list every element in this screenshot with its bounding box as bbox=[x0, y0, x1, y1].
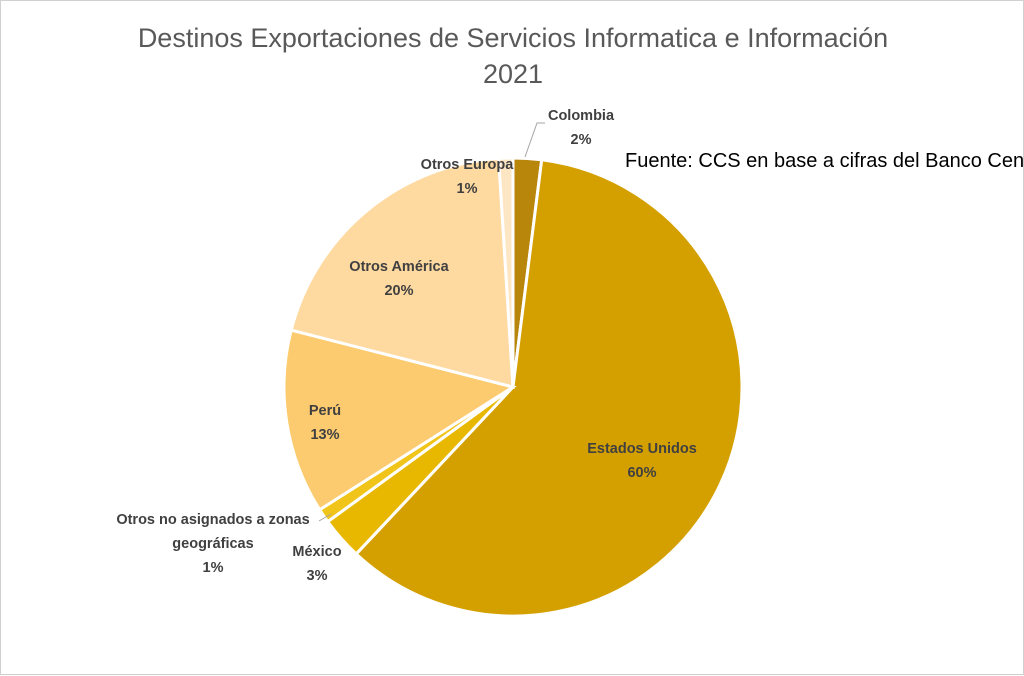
slice-label-2: México 3% bbox=[292, 544, 341, 584]
slice-label-0: Colombia 2% bbox=[548, 108, 615, 148]
pie-slice-6 bbox=[497, 156, 515, 388]
leader-line-3 bbox=[318, 513, 332, 522]
slice-label-5: Otros América 20% bbox=[349, 259, 449, 299]
slice-label-3: Otros no asignados a zonas geográficas 1% bbox=[116, 512, 309, 576]
chart-subtitle: 2021 bbox=[482, 59, 544, 89]
slice-label-6: Otros Europa 1% bbox=[421, 157, 515, 197]
leader-line-0 bbox=[524, 122, 545, 158]
slice-label-1: Estados Unidos 60% bbox=[587, 441, 697, 481]
pie-slice-1 bbox=[354, 158, 744, 618]
pie-slice-4 bbox=[282, 328, 517, 512]
slice-label-4: Perú 13% bbox=[309, 403, 341, 443]
source-note: Fuente: CCS en base a cifras del Banco C… bbox=[625, 150, 1024, 172]
chart-title: Destinos Exportaciones de Servicios Info… bbox=[137, 23, 889, 53]
pie-slice-5 bbox=[289, 156, 515, 389]
